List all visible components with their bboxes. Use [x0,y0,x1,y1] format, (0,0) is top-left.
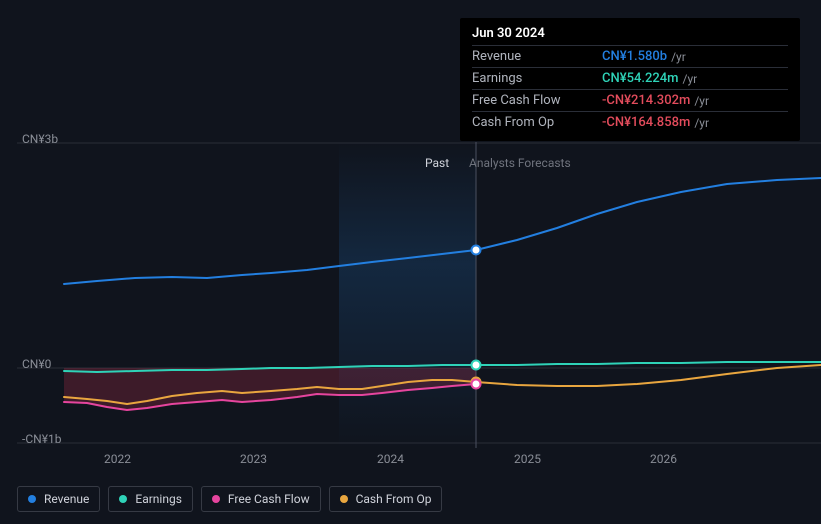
tooltip-label: Free Cash Flow [472,93,602,108]
legend-dot-icon [212,495,220,503]
x-axis-label: 2024 [377,452,404,466]
tooltip-row: EarningsCN¥54.224m/yr [472,67,788,89]
tooltip-row: Cash From Op-CN¥164.858m/yr [472,111,788,133]
legend-item[interactable]: Free Cash Flow [201,486,321,512]
forecast-label: Analysts Forecasts [469,156,571,170]
x-axis-label: 2023 [240,452,267,466]
x-axis-label: 2026 [650,452,677,466]
legend-dot-icon [340,495,348,503]
tooltip-row: RevenueCN¥1.580b/yr [472,45,788,67]
legend-item[interactable]: Revenue [17,486,100,512]
tooltip-value: CN¥54.224m [602,71,679,86]
tooltip-unit: /yr [694,94,709,108]
tooltip-row: Free Cash Flow-CN¥214.302m/yr [472,89,788,111]
legend-label: Earnings [135,492,182,506]
legend-label: Free Cash Flow [228,492,310,506]
legend-item[interactable]: Cash From Op [329,486,443,512]
tooltip-title: Jun 30 2024 [472,26,788,45]
y-axis-label: CN¥3b [22,132,58,146]
tooltip-value: -CN¥164.858m [602,115,690,130]
tooltip-label: Earnings [472,71,602,86]
tooltip-value: -CN¥214.302m [602,93,690,108]
legend-dot-icon [28,495,36,503]
tooltip-value: CN¥1.580b [602,49,667,64]
past-label: Past [425,156,449,170]
legend-label: Revenue [44,492,89,506]
chart-tooltip: Jun 30 2024 RevenueCN¥1.580b/yrEarningsC… [460,18,800,141]
legend-label: Cash From Op [356,492,432,506]
chart-legend: Revenue Earnings Free Cash Flow Cash From O… [17,486,442,512]
y-axis-label: -CN¥1b [22,432,61,446]
tooltip-unit: /yr [683,72,698,86]
tooltip-unit: /yr [671,50,686,64]
legend-item[interactable]: Earnings [108,486,193,512]
legend-dot-icon [119,495,127,503]
x-axis-label: 2025 [514,452,541,466]
x-axis-label: 2022 [104,452,131,466]
y-axis-label: CN¥0 [22,357,51,371]
tooltip-label: Revenue [472,49,602,64]
tooltip-unit: /yr [694,116,709,130]
tooltip-label: Cash From Op [472,115,602,130]
